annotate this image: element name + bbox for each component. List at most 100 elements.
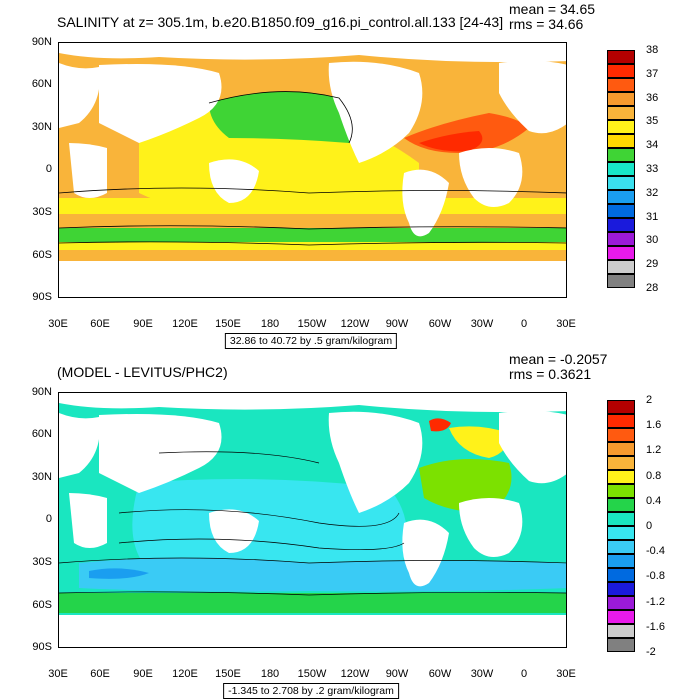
difference-panel: (MODEL - LEVITUS/PHC2) mean = -0.2057 rm… bbox=[0, 350, 700, 700]
lon-label: 150W bbox=[297, 668, 327, 680]
africa bbox=[459, 498, 523, 557]
lon-label: 30E bbox=[556, 318, 576, 330]
lat-label: 0 bbox=[45, 513, 52, 525]
legend-swatch bbox=[607, 120, 635, 134]
lon-label: 30W bbox=[470, 318, 494, 330]
lon-label: 120E bbox=[172, 668, 198, 680]
legend-swatch bbox=[607, 204, 635, 218]
pacific-negative bbox=[132, 479, 408, 582]
lon-label: 30E bbox=[556, 668, 576, 680]
north-pacific-fresh bbox=[209, 91, 353, 143]
panel-title: SALINITY at z= 305.1m, b.e20.B1850.f09_g… bbox=[57, 14, 504, 30]
contour-line bbox=[59, 187, 566, 194]
legend-label: -1.2 bbox=[646, 595, 665, 608]
legend-swatch bbox=[607, 106, 635, 120]
salinity-panel: SALINITY at z= 305.1m, b.e20.B1850.f09_g… bbox=[31, 1, 659, 349]
lon-label: 30E bbox=[48, 668, 68, 680]
legend-label: 2 bbox=[646, 394, 653, 406]
legend-swatch bbox=[607, 400, 635, 414]
lat-label: 30S bbox=[32, 556, 52, 568]
legend-swatch bbox=[607, 218, 635, 232]
legend-swatch bbox=[607, 190, 635, 204]
legend-swatch bbox=[607, 540, 635, 554]
lon-label: 60E bbox=[90, 668, 110, 680]
legend-label: 30 bbox=[646, 234, 659, 247]
lat-label: 60N bbox=[31, 428, 52, 440]
legend-swatch bbox=[607, 162, 635, 176]
legend-swatch bbox=[607, 638, 635, 652]
north-america bbox=[328, 61, 423, 163]
legend-label: 37 bbox=[646, 67, 659, 80]
lat-label: 60S bbox=[32, 249, 52, 261]
asia bbox=[99, 414, 222, 493]
australia bbox=[209, 159, 259, 203]
contour-line bbox=[208, 91, 353, 144]
legend-swatch bbox=[607, 624, 635, 638]
legend-swatch bbox=[607, 610, 635, 624]
lon-label: 90E bbox=[133, 318, 153, 330]
contour-line bbox=[59, 591, 566, 596]
lon-label: 0 bbox=[520, 318, 528, 330]
legend-swatch bbox=[607, 414, 635, 428]
lat-label: 60N bbox=[31, 78, 52, 90]
lon-label: 180 bbox=[260, 668, 280, 680]
legend-swatch bbox=[607, 134, 635, 148]
antarctica bbox=[59, 261, 566, 297]
arctic-mask bbox=[59, 393, 566, 413]
south-america bbox=[402, 169, 449, 237]
legend-label: 32 bbox=[646, 186, 659, 199]
legend-swatch bbox=[607, 428, 635, 442]
legend-swatch bbox=[607, 484, 635, 498]
africa-east bbox=[69, 143, 107, 198]
lon-label: 150W bbox=[297, 318, 327, 330]
contour-line bbox=[59, 557, 566, 564]
band-circumpolar bbox=[59, 228, 566, 242]
lon-label: 120E bbox=[172, 318, 198, 330]
contour-line bbox=[118, 509, 400, 527]
lon-label: 30E bbox=[48, 318, 68, 330]
south-america bbox=[402, 519, 449, 587]
lon-label: 150E bbox=[215, 318, 241, 330]
legend-swatch bbox=[607, 176, 635, 190]
circumpolar-positive bbox=[59, 593, 566, 613]
lat-label: 30S bbox=[32, 206, 52, 218]
europe bbox=[499, 410, 566, 484]
north-atlantic-positive bbox=[449, 426, 509, 458]
legend-label: 28 bbox=[646, 282, 659, 294]
legend-label: 34 bbox=[646, 139, 659, 152]
lat-label: 60S bbox=[32, 599, 52, 611]
contour-range-caption: -1.345 to 2.708 by .2 gram/kilogram bbox=[223, 683, 399, 699]
legend-swatch bbox=[607, 260, 635, 274]
lat-label: 90N bbox=[31, 36, 52, 48]
legend-swatch bbox=[607, 274, 635, 288]
lon-label: 60W bbox=[428, 668, 452, 680]
legend-label: -0.8 bbox=[646, 570, 665, 583]
legend-swatch bbox=[607, 456, 635, 470]
australia bbox=[209, 509, 259, 553]
legend-swatch bbox=[607, 512, 635, 526]
rms-value: rms = 34.66 bbox=[509, 16, 584, 32]
lon-label: 90W bbox=[385, 668, 409, 680]
europe-asia-west bbox=[59, 413, 100, 478]
lon-label: 90E bbox=[133, 668, 153, 680]
difference-map bbox=[58, 392, 567, 648]
legend-label: -2 bbox=[646, 646, 656, 658]
legend-label: 1.6 bbox=[646, 419, 662, 432]
southern-negative bbox=[79, 558, 566, 592]
salinity-map bbox=[58, 42, 567, 298]
contour-line bbox=[59, 225, 566, 230]
lon-label: 150E bbox=[215, 668, 241, 680]
legend-swatch bbox=[607, 64, 635, 78]
rms-value: rms = 0.3621 bbox=[509, 366, 592, 382]
legend-swatch bbox=[607, 582, 635, 596]
legend-label: 36 bbox=[646, 91, 659, 104]
lat-label: 0 bbox=[45, 163, 52, 175]
europe-asia-west bbox=[59, 63, 100, 128]
map-canvas bbox=[59, 43, 566, 297]
legend-label: 33 bbox=[646, 163, 659, 175]
contour-line bbox=[158, 451, 320, 464]
panel-title: (MODEL - LEVITUS/PHC2) bbox=[57, 364, 228, 380]
lat-label: 90N bbox=[31, 386, 52, 398]
north-america bbox=[328, 411, 423, 513]
lon-label: 90W bbox=[385, 318, 409, 330]
